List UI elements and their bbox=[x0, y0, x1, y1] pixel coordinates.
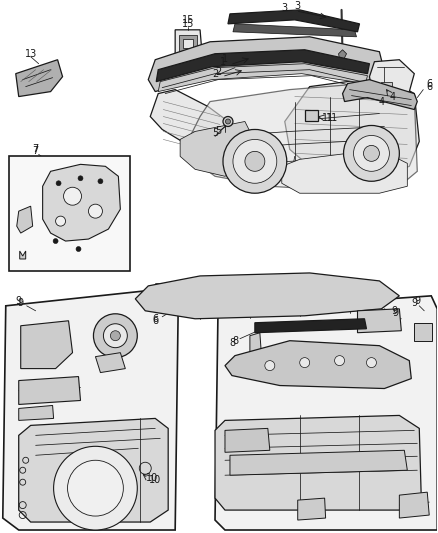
Polygon shape bbox=[225, 341, 411, 389]
Text: 6: 6 bbox=[152, 314, 158, 324]
Polygon shape bbox=[20, 251, 26, 259]
Polygon shape bbox=[370, 60, 414, 96]
Text: 9: 9 bbox=[414, 296, 420, 306]
Polygon shape bbox=[250, 333, 262, 362]
Text: 9: 9 bbox=[391, 306, 397, 316]
Circle shape bbox=[56, 181, 61, 186]
Polygon shape bbox=[95, 353, 125, 373]
Circle shape bbox=[98, 179, 103, 184]
Text: 8: 8 bbox=[229, 338, 235, 348]
Polygon shape bbox=[230, 450, 407, 475]
Polygon shape bbox=[190, 82, 417, 191]
Polygon shape bbox=[179, 35, 197, 51]
Text: 11: 11 bbox=[325, 112, 338, 123]
Bar bbox=[9, 156, 131, 271]
Text: 9: 9 bbox=[392, 308, 399, 318]
Text: 2: 2 bbox=[215, 67, 221, 77]
Circle shape bbox=[53, 446, 137, 530]
Polygon shape bbox=[19, 377, 81, 405]
Text: 15: 15 bbox=[182, 15, 194, 25]
Text: 11: 11 bbox=[321, 112, 334, 123]
Polygon shape bbox=[399, 492, 429, 518]
Circle shape bbox=[364, 146, 379, 161]
Circle shape bbox=[343, 125, 399, 181]
Polygon shape bbox=[228, 10, 360, 32]
Polygon shape bbox=[158, 64, 367, 92]
Polygon shape bbox=[19, 418, 168, 522]
Text: 6: 6 bbox=[152, 316, 158, 326]
Polygon shape bbox=[298, 498, 325, 520]
Circle shape bbox=[78, 176, 83, 181]
Text: 3: 3 bbox=[295, 1, 301, 11]
Polygon shape bbox=[414, 323, 432, 341]
Circle shape bbox=[53, 239, 58, 244]
Polygon shape bbox=[16, 60, 63, 96]
Text: 6: 6 bbox=[426, 82, 432, 92]
Polygon shape bbox=[17, 206, 33, 233]
Circle shape bbox=[353, 135, 389, 171]
Text: 9: 9 bbox=[411, 298, 417, 308]
Text: 13: 13 bbox=[25, 49, 37, 59]
Polygon shape bbox=[148, 37, 385, 92]
Text: 4: 4 bbox=[389, 92, 396, 102]
Circle shape bbox=[223, 130, 287, 193]
Polygon shape bbox=[305, 109, 318, 122]
Circle shape bbox=[67, 461, 124, 516]
Circle shape bbox=[223, 117, 233, 126]
Polygon shape bbox=[225, 429, 270, 453]
Text: 6: 6 bbox=[426, 79, 432, 88]
Text: 10: 10 bbox=[149, 475, 161, 485]
Circle shape bbox=[56, 216, 66, 226]
Polygon shape bbox=[150, 90, 235, 156]
Circle shape bbox=[367, 358, 376, 368]
Text: 8: 8 bbox=[232, 336, 238, 346]
Polygon shape bbox=[255, 319, 367, 333]
Polygon shape bbox=[21, 321, 73, 369]
Text: 10: 10 bbox=[146, 473, 159, 483]
Text: 4: 4 bbox=[378, 96, 385, 107]
Circle shape bbox=[76, 247, 81, 252]
Text: 3: 3 bbox=[282, 3, 288, 13]
Polygon shape bbox=[215, 415, 421, 510]
Text: 5: 5 bbox=[212, 128, 218, 139]
Polygon shape bbox=[343, 79, 417, 109]
Polygon shape bbox=[180, 122, 255, 176]
Text: 9: 9 bbox=[16, 296, 22, 306]
Circle shape bbox=[300, 358, 310, 368]
Circle shape bbox=[245, 151, 265, 171]
Circle shape bbox=[110, 331, 120, 341]
Circle shape bbox=[335, 356, 345, 366]
Text: 1: 1 bbox=[220, 56, 226, 67]
Polygon shape bbox=[285, 77, 419, 176]
Polygon shape bbox=[183, 39, 193, 48]
Polygon shape bbox=[357, 309, 401, 333]
Polygon shape bbox=[42, 164, 120, 241]
Polygon shape bbox=[19, 406, 53, 421]
Circle shape bbox=[64, 187, 81, 205]
Circle shape bbox=[226, 119, 230, 124]
Text: 7: 7 bbox=[32, 144, 39, 155]
Polygon shape bbox=[3, 291, 178, 530]
Text: 2: 2 bbox=[212, 69, 218, 79]
Polygon shape bbox=[339, 50, 346, 60]
Polygon shape bbox=[381, 82, 392, 92]
Polygon shape bbox=[282, 149, 407, 193]
Circle shape bbox=[233, 140, 277, 183]
Circle shape bbox=[103, 324, 127, 348]
Polygon shape bbox=[135, 273, 399, 319]
Circle shape bbox=[93, 314, 137, 358]
Polygon shape bbox=[156, 50, 370, 82]
Text: 1: 1 bbox=[222, 54, 228, 64]
Circle shape bbox=[88, 204, 102, 218]
Text: 9: 9 bbox=[18, 298, 24, 308]
Circle shape bbox=[265, 361, 275, 370]
Polygon shape bbox=[215, 296, 437, 530]
Text: 5: 5 bbox=[215, 126, 221, 136]
Polygon shape bbox=[175, 30, 202, 56]
Polygon shape bbox=[233, 24, 357, 37]
Text: 7: 7 bbox=[32, 147, 39, 156]
Text: 15: 15 bbox=[182, 19, 194, 29]
